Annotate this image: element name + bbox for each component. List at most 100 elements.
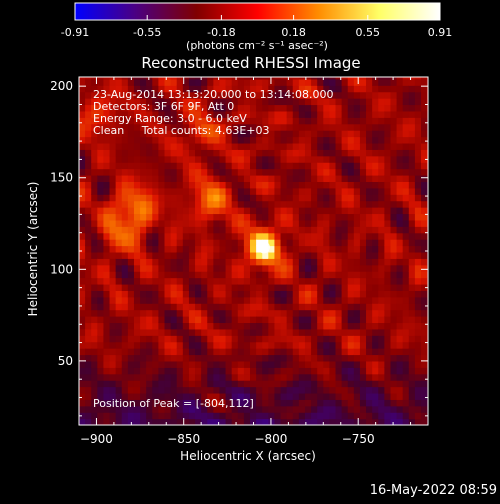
heatmap-cell — [207, 335, 214, 343]
heatmap-cell — [408, 110, 416, 118]
heatmap-cell — [262, 335, 269, 343]
heatmap-cell — [201, 335, 208, 343]
heatmap-cell — [396, 309, 404, 317]
heatmap-cell — [164, 245, 172, 253]
heatmap-cell — [347, 335, 355, 343]
heatmap-cell — [133, 142, 141, 150]
heatmap-cell — [298, 386, 306, 394]
heatmap-cell — [121, 226, 129, 234]
info-time-range: 23-Aug-2014 13:13:20.000 to 13:14:08.000 — [93, 88, 334, 101]
heatmap-cell — [121, 98, 129, 106]
heatmap-cell — [164, 130, 172, 138]
heatmap-cell — [231, 200, 239, 208]
heatmap-cell — [213, 155, 221, 163]
heatmap-cell — [127, 162, 135, 170]
heatmap-cell — [103, 98, 111, 106]
heatmap-cell — [341, 360, 349, 368]
heatmap-cell — [85, 136, 92, 144]
heatmap-cell — [121, 328, 129, 336]
heatmap-cell — [378, 187, 385, 195]
heatmap-cell — [402, 296, 410, 304]
heatmap-cell — [103, 380, 111, 388]
heatmap-cell — [231, 149, 239, 157]
heatmap-cell — [304, 136, 312, 144]
heatmap-cell — [408, 162, 416, 170]
heatmap-cell — [396, 405, 404, 413]
heatmap-cell — [329, 251, 337, 259]
heatmap-cell — [121, 412, 129, 420]
heatmap-cell — [359, 207, 367, 215]
heatmap-cell — [103, 322, 111, 330]
heatmap-cell — [158, 187, 166, 195]
heatmap-cell — [262, 386, 269, 394]
heatmap-cell — [225, 373, 233, 381]
heatmap-cell — [335, 149, 343, 157]
heatmap-cell — [146, 348, 153, 356]
heatmap-cell — [414, 316, 422, 324]
heatmap-cell — [268, 207, 276, 215]
heatmap-cell — [164, 78, 172, 86]
heatmap-cell — [243, 399, 251, 407]
heatmap-cell — [378, 322, 385, 330]
heatmap-cell — [280, 360, 288, 368]
heatmap-cell — [231, 316, 239, 324]
heatmap-cell — [103, 207, 111, 215]
heatmap-cell — [231, 271, 239, 279]
heatmap-cell — [378, 328, 385, 336]
heatmap-cell — [384, 85, 392, 93]
heatmap-cell — [329, 187, 337, 195]
heatmap-cell — [152, 239, 159, 247]
heatmap-cell — [414, 277, 422, 285]
heatmap-cell — [341, 181, 349, 189]
heatmap-cell — [311, 392, 318, 400]
heatmap-cell — [91, 405, 98, 413]
heatmap-cell — [359, 322, 367, 330]
heatmap-cell — [298, 367, 306, 375]
heatmap-cell — [152, 98, 159, 106]
heatmap-cell — [390, 392, 398, 400]
heatmap-cell — [97, 277, 105, 285]
heatmap-cell — [231, 245, 239, 253]
heatmap-cell — [250, 136, 257, 144]
heatmap-cell — [146, 367, 153, 375]
heatmap-cell — [323, 78, 331, 86]
heatmap-cell — [158, 380, 166, 388]
heatmap-cell — [323, 283, 331, 291]
heatmap-cell — [372, 117, 379, 125]
heatmap-cell — [158, 367, 166, 375]
heatmap-cell — [329, 239, 337, 247]
heatmap-cell — [79, 181, 86, 189]
heatmap-cell — [335, 98, 343, 106]
heatmap-cell — [262, 104, 269, 112]
heatmap-cell — [359, 386, 367, 394]
heatmap-cell — [421, 174, 428, 182]
heatmap-cell — [170, 162, 178, 170]
heatmap-cell — [311, 367, 318, 375]
heatmap-cell — [280, 136, 288, 144]
heatmap-cell — [115, 181, 123, 189]
heatmap-cell — [103, 130, 111, 138]
heatmap-cell — [335, 251, 343, 259]
heatmap-cell — [188, 271, 196, 279]
heatmap-cell — [292, 78, 300, 86]
heatmap-cell — [146, 219, 153, 227]
heatmap-cell — [103, 412, 111, 420]
heatmap-cell — [133, 162, 141, 170]
heatmap-cell — [268, 98, 276, 106]
heatmap-cell — [158, 155, 166, 163]
heatmap-cell — [231, 251, 239, 259]
heatmap-cell — [402, 348, 410, 356]
heatmap-cell — [402, 117, 410, 125]
heatmap-cell — [292, 213, 300, 221]
heatmap-cell — [219, 77, 227, 80]
heatmap-cell — [237, 78, 245, 86]
heatmap-cell — [323, 290, 331, 298]
heatmap-cell — [237, 303, 245, 311]
heatmap-cell — [127, 155, 135, 163]
heatmap-cell — [115, 136, 123, 144]
heatmap-cell — [127, 264, 135, 272]
heatmap-cell — [243, 303, 251, 311]
heatmap-cell — [170, 360, 178, 368]
heatmap-cell — [292, 341, 300, 349]
heatmap-cell — [237, 136, 245, 144]
